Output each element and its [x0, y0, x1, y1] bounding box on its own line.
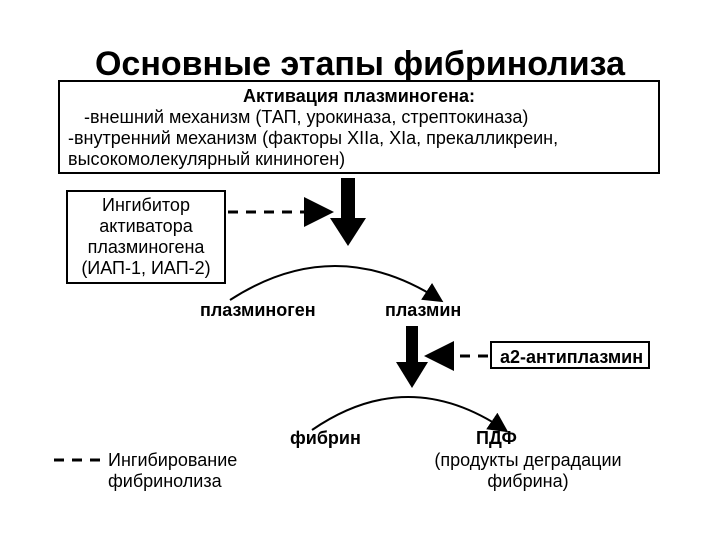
- activation-box: Активация плазминогена: -внешний механиз…: [58, 80, 660, 174]
- activation-line-2: -внутренний механизм (факторы XIIa, XIa,…: [68, 128, 650, 170]
- label-plasmin: плазмин: [385, 300, 461, 321]
- curve-fibrin-pdf: [312, 397, 505, 430]
- label-pdf: ПДФ: [476, 428, 517, 449]
- arrow-plasmin-down: [396, 326, 428, 388]
- legend-text: Ингибирование фибринолиза: [108, 450, 288, 492]
- antiplasmin-box: а2-антиплазмин: [490, 341, 650, 369]
- curve-plasminogen-plasmin: [230, 266, 440, 300]
- activation-line-1: -внешний механизм (ТАП, урокиназа, стреп…: [68, 107, 650, 128]
- antiplasmin-text: а2-антиплазмин: [500, 347, 643, 367]
- label-pdf-sub: (продукты деградации фибрина): [418, 450, 638, 492]
- inhibitor-text: Ингибитор активатора плазминогена (ИАП-1…: [76, 195, 216, 279]
- inhibitor-box: Ингибитор активатора плазминогена (ИАП-1…: [66, 190, 226, 284]
- page-title: Основные этапы фибринолиза: [0, 45, 720, 84]
- arrow-activation-down: [330, 178, 366, 246]
- label-plasminogen: плазминоген: [200, 300, 316, 321]
- label-fibrin: фибрин: [290, 428, 361, 449]
- activation-heading: Активация плазминогена:: [68, 86, 650, 107]
